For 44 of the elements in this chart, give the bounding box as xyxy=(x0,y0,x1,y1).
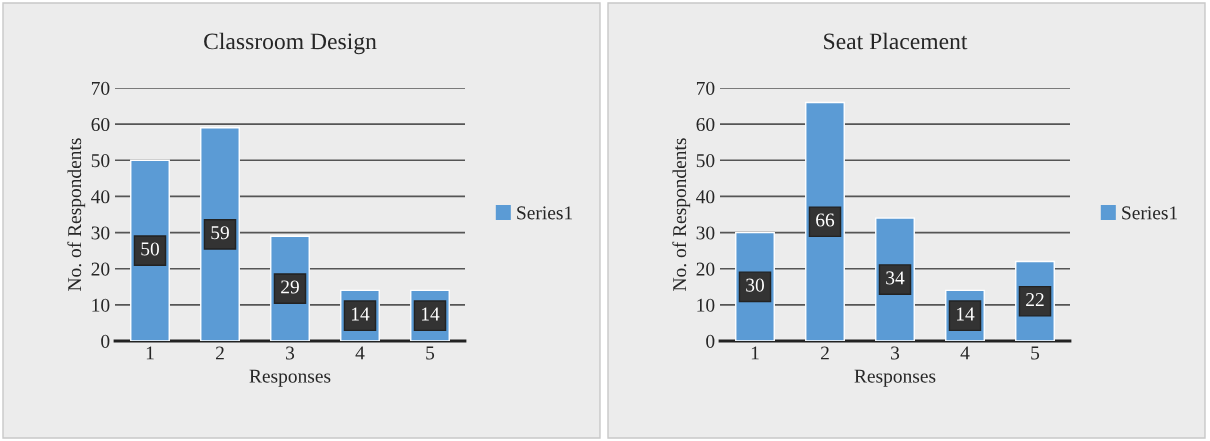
x-tick-label: 1 xyxy=(751,346,759,360)
x-tick-label: 3 xyxy=(891,346,900,360)
y-tick-label: 70 xyxy=(91,81,110,95)
y-tick-label: 50 xyxy=(696,154,715,168)
legend-label: Series1 xyxy=(1122,206,1178,220)
data-label: 14 xyxy=(421,307,440,321)
x-tick-label: 2 xyxy=(820,346,829,360)
y-axis-title: No. of Respondents xyxy=(67,138,86,291)
legend-label: Series1 xyxy=(517,206,573,220)
x-tick-label: 4 xyxy=(355,346,365,360)
data-label: 66 xyxy=(816,213,835,227)
x-tick-label: 5 xyxy=(426,346,435,360)
y-tick-label: 20 xyxy=(696,262,715,276)
y-tick-label: 10 xyxy=(92,298,110,312)
x-tick-label: 1 xyxy=(146,346,154,360)
y-axis-title: No. of Respondents xyxy=(672,138,691,291)
y-tick-label: 20 xyxy=(91,262,110,276)
y-tick-label: 40 xyxy=(91,190,110,204)
y-tick-label: 40 xyxy=(696,190,715,204)
x-axis-title: Responses xyxy=(249,369,331,387)
data-label: 50 xyxy=(141,242,159,256)
y-tick-label: 30 xyxy=(91,226,110,240)
y-tick-label: 30 xyxy=(696,226,715,240)
y-tick-label: 60 xyxy=(91,117,110,132)
y-tick-label: 0 xyxy=(101,334,110,348)
x-tick-label: 3 xyxy=(286,346,295,360)
data-label: 59 xyxy=(211,226,229,240)
data-label: 30 xyxy=(746,278,764,292)
x-tick-label: 4 xyxy=(960,346,970,360)
chart-title: Classroom Design xyxy=(204,32,377,55)
data-label: 29 xyxy=(281,280,299,294)
data-label: 14 xyxy=(351,307,370,321)
y-tick-label: 0 xyxy=(706,334,715,348)
y-tick-label: 50 xyxy=(91,154,110,168)
data-label: 34 xyxy=(886,271,905,285)
x-tick-label: 5 xyxy=(1031,346,1040,360)
data-label: 22 xyxy=(1026,293,1044,306)
x-axis-title: Responses xyxy=(854,369,936,387)
data-label: 14 xyxy=(956,307,975,321)
y-tick-label: 60 xyxy=(696,117,715,132)
y-tick-label: 10 xyxy=(697,298,715,312)
y-tick-label: 70 xyxy=(696,81,715,95)
x-tick-label: 2 xyxy=(215,346,224,360)
chart-title: Seat Placement xyxy=(824,32,968,50)
